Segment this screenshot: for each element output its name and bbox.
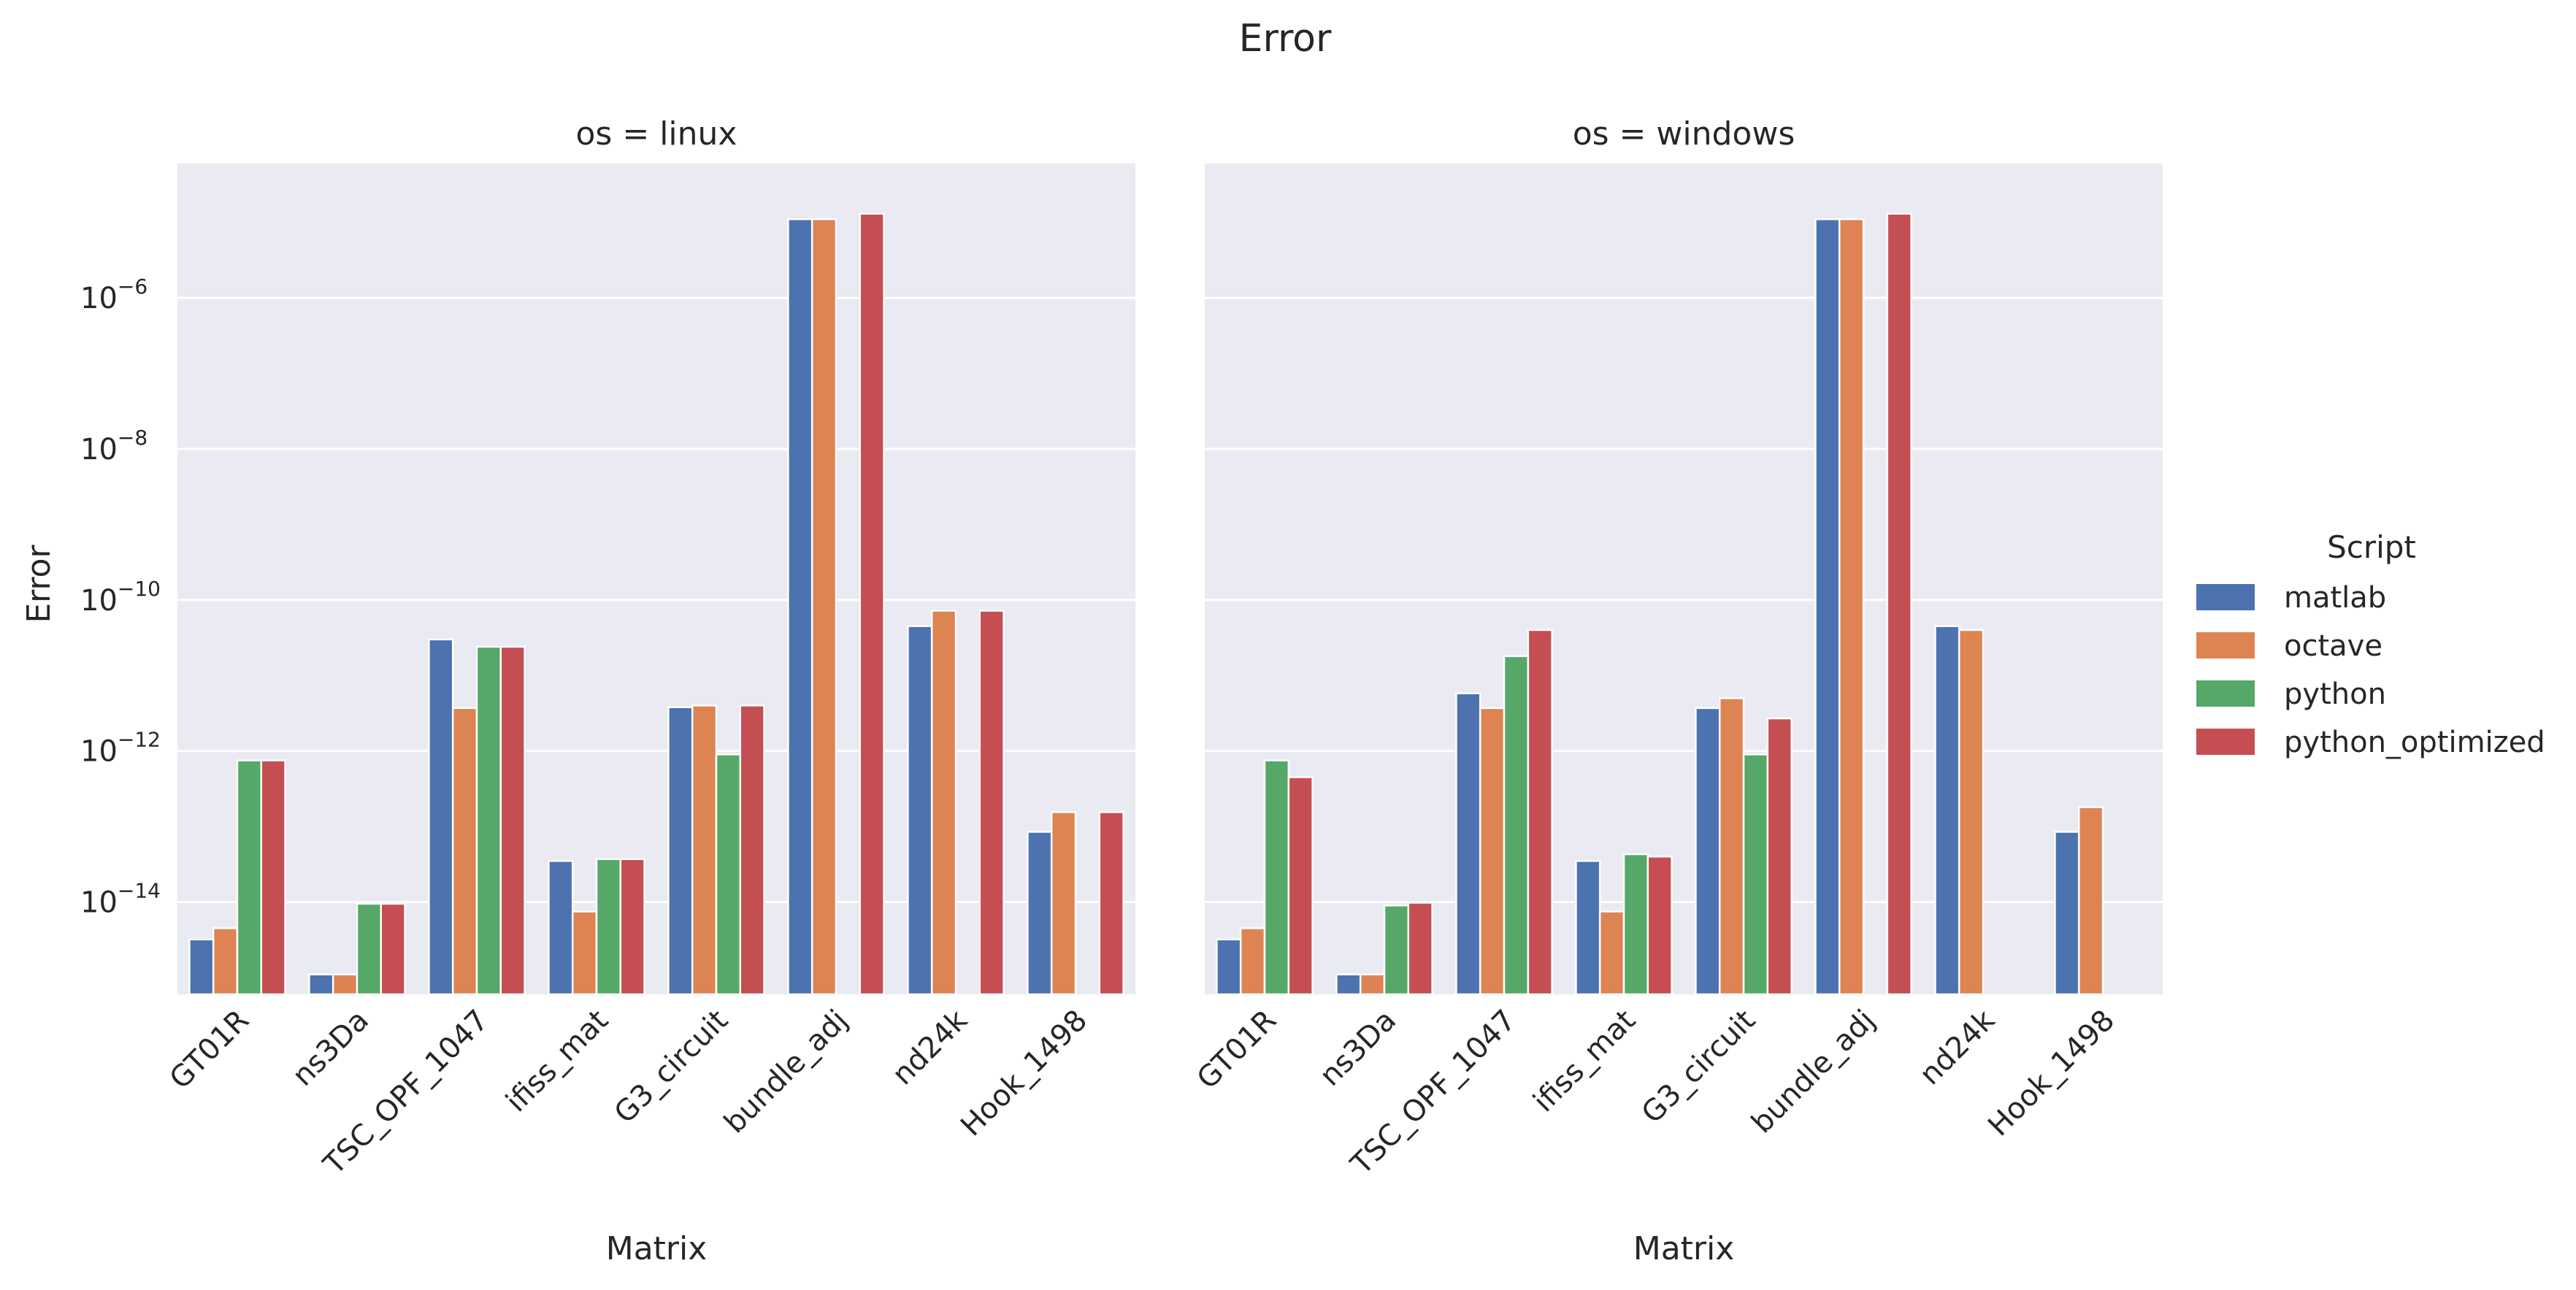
legend-label-python_optimized: python_optimized xyxy=(2284,726,2545,759)
x-tick-label: ifiss_mat xyxy=(499,1004,615,1119)
bar-matlab-nd24k xyxy=(1934,625,1960,996)
bar-octave-TSC_OPF_1047 xyxy=(1479,707,1506,996)
bar-matlab-TSC_OPF_1047 xyxy=(1455,692,1481,996)
bar-python_optimized-bundle_adj xyxy=(1886,212,1912,996)
y-tick-label: 10−6 xyxy=(80,274,147,315)
bar-matlab-ns3Da xyxy=(1335,973,1362,996)
bar-octave-bundle_adj xyxy=(1838,218,1865,996)
bar-matlab-nd24k xyxy=(907,625,933,996)
chart-title: Error xyxy=(1239,17,1332,61)
x-axis-label: Matrix xyxy=(606,1230,708,1267)
bar-python_optimized-nd24k xyxy=(978,610,1005,996)
bar-python-ifiss_mat xyxy=(1622,853,1649,996)
y-axis-label: Error xyxy=(20,544,58,623)
bar-octave-nd24k xyxy=(930,610,957,996)
bar-python_optimized-GT01R xyxy=(260,759,286,996)
x-tick-label: nd24k xyxy=(886,1003,974,1091)
bar-matlab-ifiss_mat xyxy=(548,860,574,996)
bar-python_optimized-Hook_1498 xyxy=(1098,811,1124,996)
legend-swatch-python xyxy=(2196,680,2255,707)
bar-python_optimized-TSC_OPF_1047 xyxy=(1527,629,1553,996)
bar-octave-ifiss_mat xyxy=(571,910,598,996)
legend-swatch-matlab xyxy=(2196,584,2255,610)
legend-swatch-python_optimized xyxy=(2196,729,2255,755)
bar-python-G3_circuit xyxy=(1742,753,1769,996)
x-tick-label: G3_circuit xyxy=(608,1004,735,1130)
bar-python-TSC_OPF_1047 xyxy=(1503,655,1530,996)
bar-python-G3_circuit xyxy=(715,753,742,996)
bar-octave-TSC_OPF_1047 xyxy=(451,707,478,996)
bar-octave-Hook_1498 xyxy=(2077,806,2104,996)
bar-octave-ns3Da xyxy=(331,973,359,996)
bar-matlab-GT01R xyxy=(1216,938,1242,996)
x-tick-label: Hook_1498 xyxy=(1982,1004,2121,1143)
bar-python_optimized-TSC_OPF_1047 xyxy=(499,645,526,996)
plot-area xyxy=(177,164,1135,994)
bar-matlab-G3_circuit xyxy=(667,706,694,996)
bar-matlab-GT01R xyxy=(188,938,215,996)
panel-title: os = linux xyxy=(576,115,737,153)
bar-octave-bundle_adj xyxy=(810,218,837,996)
bar-matlab-bundle_adj xyxy=(1814,218,1841,996)
x-tick-label: bundle_adj xyxy=(718,1004,854,1140)
bar-octave-GT01R xyxy=(212,927,239,996)
bar-matlab-Hook_1498 xyxy=(2054,831,2080,996)
bar-python_optimized-bundle_adj xyxy=(859,212,885,996)
bar-matlab-Hook_1498 xyxy=(1027,831,1053,996)
plot-area xyxy=(1205,164,2163,994)
bar-matlab-G3_circuit xyxy=(1695,707,1721,996)
panel-title: os = windows xyxy=(1573,115,1795,153)
bar-python-GT01R xyxy=(236,759,263,996)
y-tick-label: 10−10 xyxy=(80,577,161,618)
y-tick-label: 10−14 xyxy=(80,879,161,920)
legend-label-octave: octave xyxy=(2284,629,2383,663)
bar-python_optimized-GT01R xyxy=(1287,776,1314,996)
bar-matlab-ifiss_mat xyxy=(1575,860,1601,996)
bar-matlab-TSC_OPF_1047 xyxy=(428,638,454,996)
legend-label-matlab: matlab xyxy=(2284,581,2386,615)
x-tick-label: ns3Da xyxy=(286,1004,375,1093)
bar-python_optimized-ifiss_mat xyxy=(619,858,645,996)
bar-python-ifiss_mat xyxy=(595,858,622,996)
bar-python_optimized-ifiss_mat xyxy=(1647,856,1673,996)
legend: Script matlab octave python python_optimize… xyxy=(2196,529,2545,759)
x-tick-label: ifiss_mat xyxy=(1527,1004,1642,1119)
bar-python_optimized-G3_circuit xyxy=(739,704,765,996)
bar-python_optimized-G3_circuit xyxy=(1766,717,1793,996)
y-tick-label: 10−8 xyxy=(80,426,147,467)
bar-python-ns3Da xyxy=(1383,905,1410,996)
bar-octave-ifiss_mat xyxy=(1598,910,1625,996)
bar-octave-G3_circuit xyxy=(691,704,718,996)
bar-octave-G3_circuit xyxy=(1718,697,1745,996)
bar-python-ns3Da xyxy=(356,902,383,996)
bar-octave-nd24k xyxy=(1958,629,1985,996)
x-tick-label: GT01R xyxy=(164,1004,256,1096)
x-tick-label: bundle_adj xyxy=(1745,1004,1882,1140)
bar-python-GT01R xyxy=(1263,759,1290,996)
y-tick-label: 10−12 xyxy=(80,728,161,769)
bar-matlab-bundle_adj xyxy=(787,218,813,996)
legend-label-python: python xyxy=(2284,677,2386,711)
facet-panels: 10−14 10−12 10−10 10−8 10−6 os = linux GT01R ns… xyxy=(80,115,2163,1267)
bar-python_optimized-ns3Da xyxy=(380,902,406,996)
x-tick-label: nd24k xyxy=(1913,1003,2001,1091)
bar-python_optimized-ns3Da xyxy=(1407,902,1433,996)
facet-panel-1: 10−14 10−12 10−10 10−8 10−6 os = linux GT01R ns… xyxy=(80,115,1135,1267)
x-tick-label: Hook_1498 xyxy=(954,1004,1094,1143)
x-axis-label: Matrix xyxy=(1633,1230,1735,1267)
bar-matlab-ns3Da xyxy=(308,973,334,996)
bar-octave-GT01R xyxy=(1239,927,1266,996)
legend-title: Script xyxy=(2327,529,2416,565)
x-tick-label: GT01R xyxy=(1191,1004,1283,1096)
x-tick-label: ns3Da xyxy=(1314,1004,1403,1093)
bar-python-TSC_OPF_1047 xyxy=(475,645,502,996)
bar-octave-ns3Da xyxy=(1359,973,1386,996)
bar-octave-Hook_1498 xyxy=(1050,811,1077,996)
x-tick-label: G3_circuit xyxy=(1636,1004,1762,1130)
legend-swatch-octave xyxy=(2196,632,2255,659)
